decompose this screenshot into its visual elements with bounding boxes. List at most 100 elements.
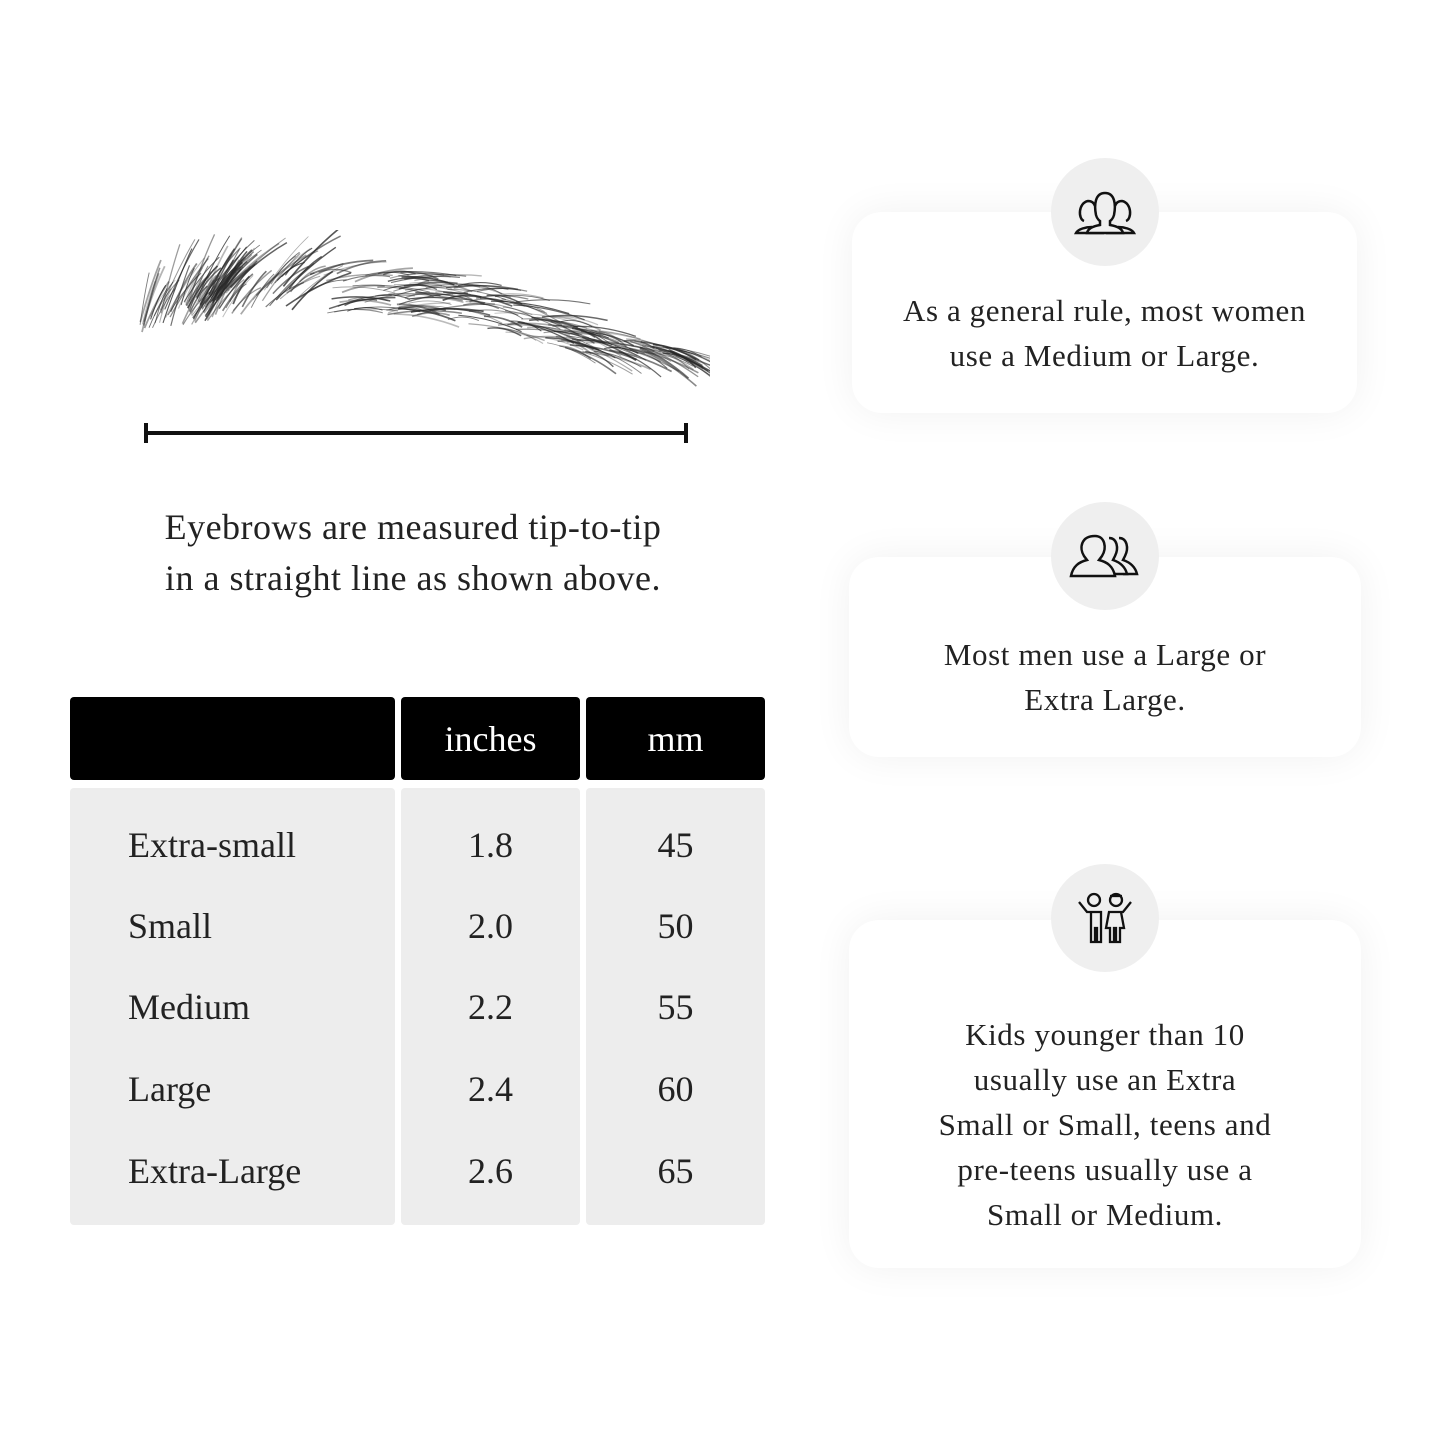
eyebrow-hair [541,314,608,322]
eyebrow-hair [417,303,495,316]
eyebrow-hair [586,342,662,353]
eyebrow-hair [337,294,392,307]
eyebrow-hair [456,283,512,299]
eyebrow-hair [463,302,500,310]
eyebrow-hair [562,325,638,353]
eyebrow-hair [344,298,378,307]
eyebrow-hair [139,272,150,325]
eyebrow-hair [296,265,344,300]
eyebrow-hair [468,323,545,342]
eyebrow-hair [199,245,229,307]
eyebrow-hair [401,275,455,286]
eyebrow-hair [162,248,193,324]
eyebrow-hair [169,262,198,313]
measurement-line [144,423,688,443]
eyebrow-hair [230,237,286,289]
eyebrow-hair [410,307,484,313]
eyebrow-hair [209,237,243,298]
eyebrow-hair [264,236,309,291]
eyebrow-hair [415,291,485,305]
eyebrow-hair [673,347,710,370]
eyebrow-hair [309,259,374,276]
eyebrow-hair [636,351,668,369]
eyebrow-illustration [139,230,710,387]
eyebrow-hair [673,352,710,366]
table-column-inches [401,788,580,1225]
eyebrow-hair [240,272,280,315]
eyebrow-hair [528,319,579,328]
table-cell-size: Large [128,1069,212,1109]
eyebrow-hair [457,282,502,287]
eyebrow-hair [505,331,544,345]
eyebrow-hair [561,320,593,327]
eyebrow-hair [326,273,393,282]
eyebrow-hair [261,252,301,302]
eyebrow-hair [232,275,251,305]
eyebrow-hair [364,294,415,303]
eyebrow-hair [201,257,239,310]
eyebrow-hair [187,277,203,310]
eyebrow-hair [639,346,690,379]
eyebrow-hair [592,348,642,374]
card-text: use a Medium or Large. [949,337,1260,373]
eyebrow-hair [567,339,633,372]
eyebrow-hair [663,352,690,370]
eyebrow-hair [404,288,454,295]
eyebrow-hair [348,296,388,302]
eyebrow-hair [190,274,217,315]
eyebrow-hair [513,304,585,321]
kids-icon [1051,864,1159,972]
eyebrow-hair [332,286,396,294]
table-cell-inches: 1.8 [468,825,513,865]
table-cell-inches: 2.2 [468,987,513,1027]
table-cell-mm: 45 [657,825,694,865]
eyebrow-hair [523,335,582,342]
eyebrow-hair [490,300,570,315]
eyebrow-hair [212,259,234,303]
eyebrow-hair [425,283,481,289]
eyebrow-hair [505,302,545,313]
card-text: pre-teens usually use a [957,1151,1253,1187]
table-cell-inches: 2.6 [468,1151,513,1191]
eyebrow-hair [515,328,590,339]
eyebrow-hair [141,280,157,325]
men-group-icon [1051,502,1159,610]
eyebrow-hair [388,302,451,314]
eyebrow-hair [557,340,594,350]
eyebrow-hair [588,331,635,347]
eyebrow-hair [569,344,638,361]
eyebrow-hair [352,284,430,293]
table-cell-mm: 55 [657,987,694,1027]
eyebrow-hair [280,235,341,278]
table-cell-size: Extra-small [128,825,296,865]
eyebrow-hair [375,294,411,301]
eyebrow-hair [501,298,561,323]
card-text: Small or Small, teens and [938,1106,1272,1142]
eyebrow-hair [490,293,544,299]
eyebrow-hair [614,345,680,372]
table-cell-mm: 50 [657,906,694,946]
eyebrow-hair [275,246,337,301]
eyebrow-hair [561,339,600,355]
eyebrow-hair [447,289,507,301]
eyebrow-hair [225,283,247,309]
eyebrow-hair [552,315,602,332]
eyebrow-hair [559,345,592,360]
eyebrow-hair [640,340,700,361]
eyebrow-hair [408,300,452,305]
table-header-mm: mm [586,697,765,780]
eyebrow-hair [415,279,449,286]
eyebrow-hair [619,340,661,353]
eyebrow-hair [593,350,642,368]
eyebrow-hair [479,298,548,314]
card-text: Extra Large. [1024,682,1186,717]
eyebrow-hair [252,248,311,301]
eyebrow-hair [266,251,300,289]
eyebrow-hair [347,307,383,312]
eyebrow-hair [647,350,710,372]
eyebrow-hair [652,345,709,372]
caption-line: in a straight line as shown above. [165,558,661,598]
eyebrow-hair [143,267,161,326]
eyebrow-hair [207,279,245,322]
caption-line: Eyebrows are measured tip-to-tip [164,507,662,547]
